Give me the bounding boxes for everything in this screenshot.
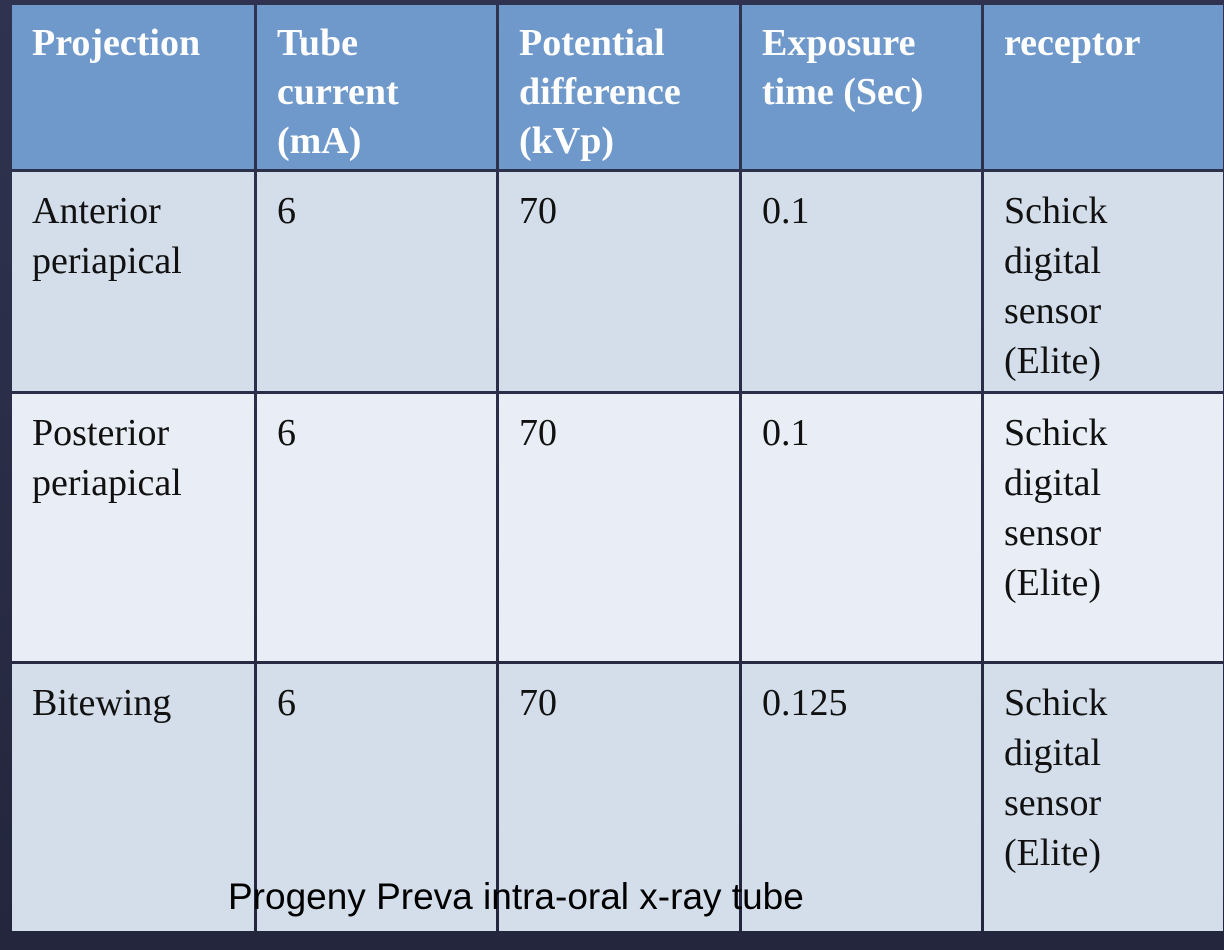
table-cell: 0.125 (742, 664, 981, 931)
caption: Progeny Preva intra-oral x-ray tube (228, 876, 804, 917)
table-cell: 6 (257, 172, 496, 391)
table-cell: 6 (257, 394, 496, 661)
table-cell: Schick digital sensor (Elite) (984, 664, 1223, 931)
header-cell: Tube current (mA) (257, 5, 496, 169)
table-cell: Schick digital sensor (Elite) (984, 172, 1223, 391)
header-cell: receptor (984, 5, 1223, 169)
table-cell: 70 (499, 664, 739, 931)
header-cell: Potential difference (kVp) (499, 5, 739, 169)
table-cell: 0.1 (742, 172, 981, 391)
table-cell: Posterior periapical (12, 394, 254, 661)
table-cell: 0.1 (742, 394, 981, 661)
table-cell: 70 (499, 172, 739, 391)
header-cell: Exposure time (Sec) (742, 5, 981, 169)
table-cell: 70 (499, 394, 739, 661)
table-cell: Schick digital sensor (Elite) (984, 394, 1223, 661)
table-cell: 6 (257, 664, 496, 931)
header-cell: Projection (12, 5, 254, 169)
table-cell: Anterior periapical (12, 172, 254, 391)
table-cell: Bitewing (12, 664, 254, 931)
